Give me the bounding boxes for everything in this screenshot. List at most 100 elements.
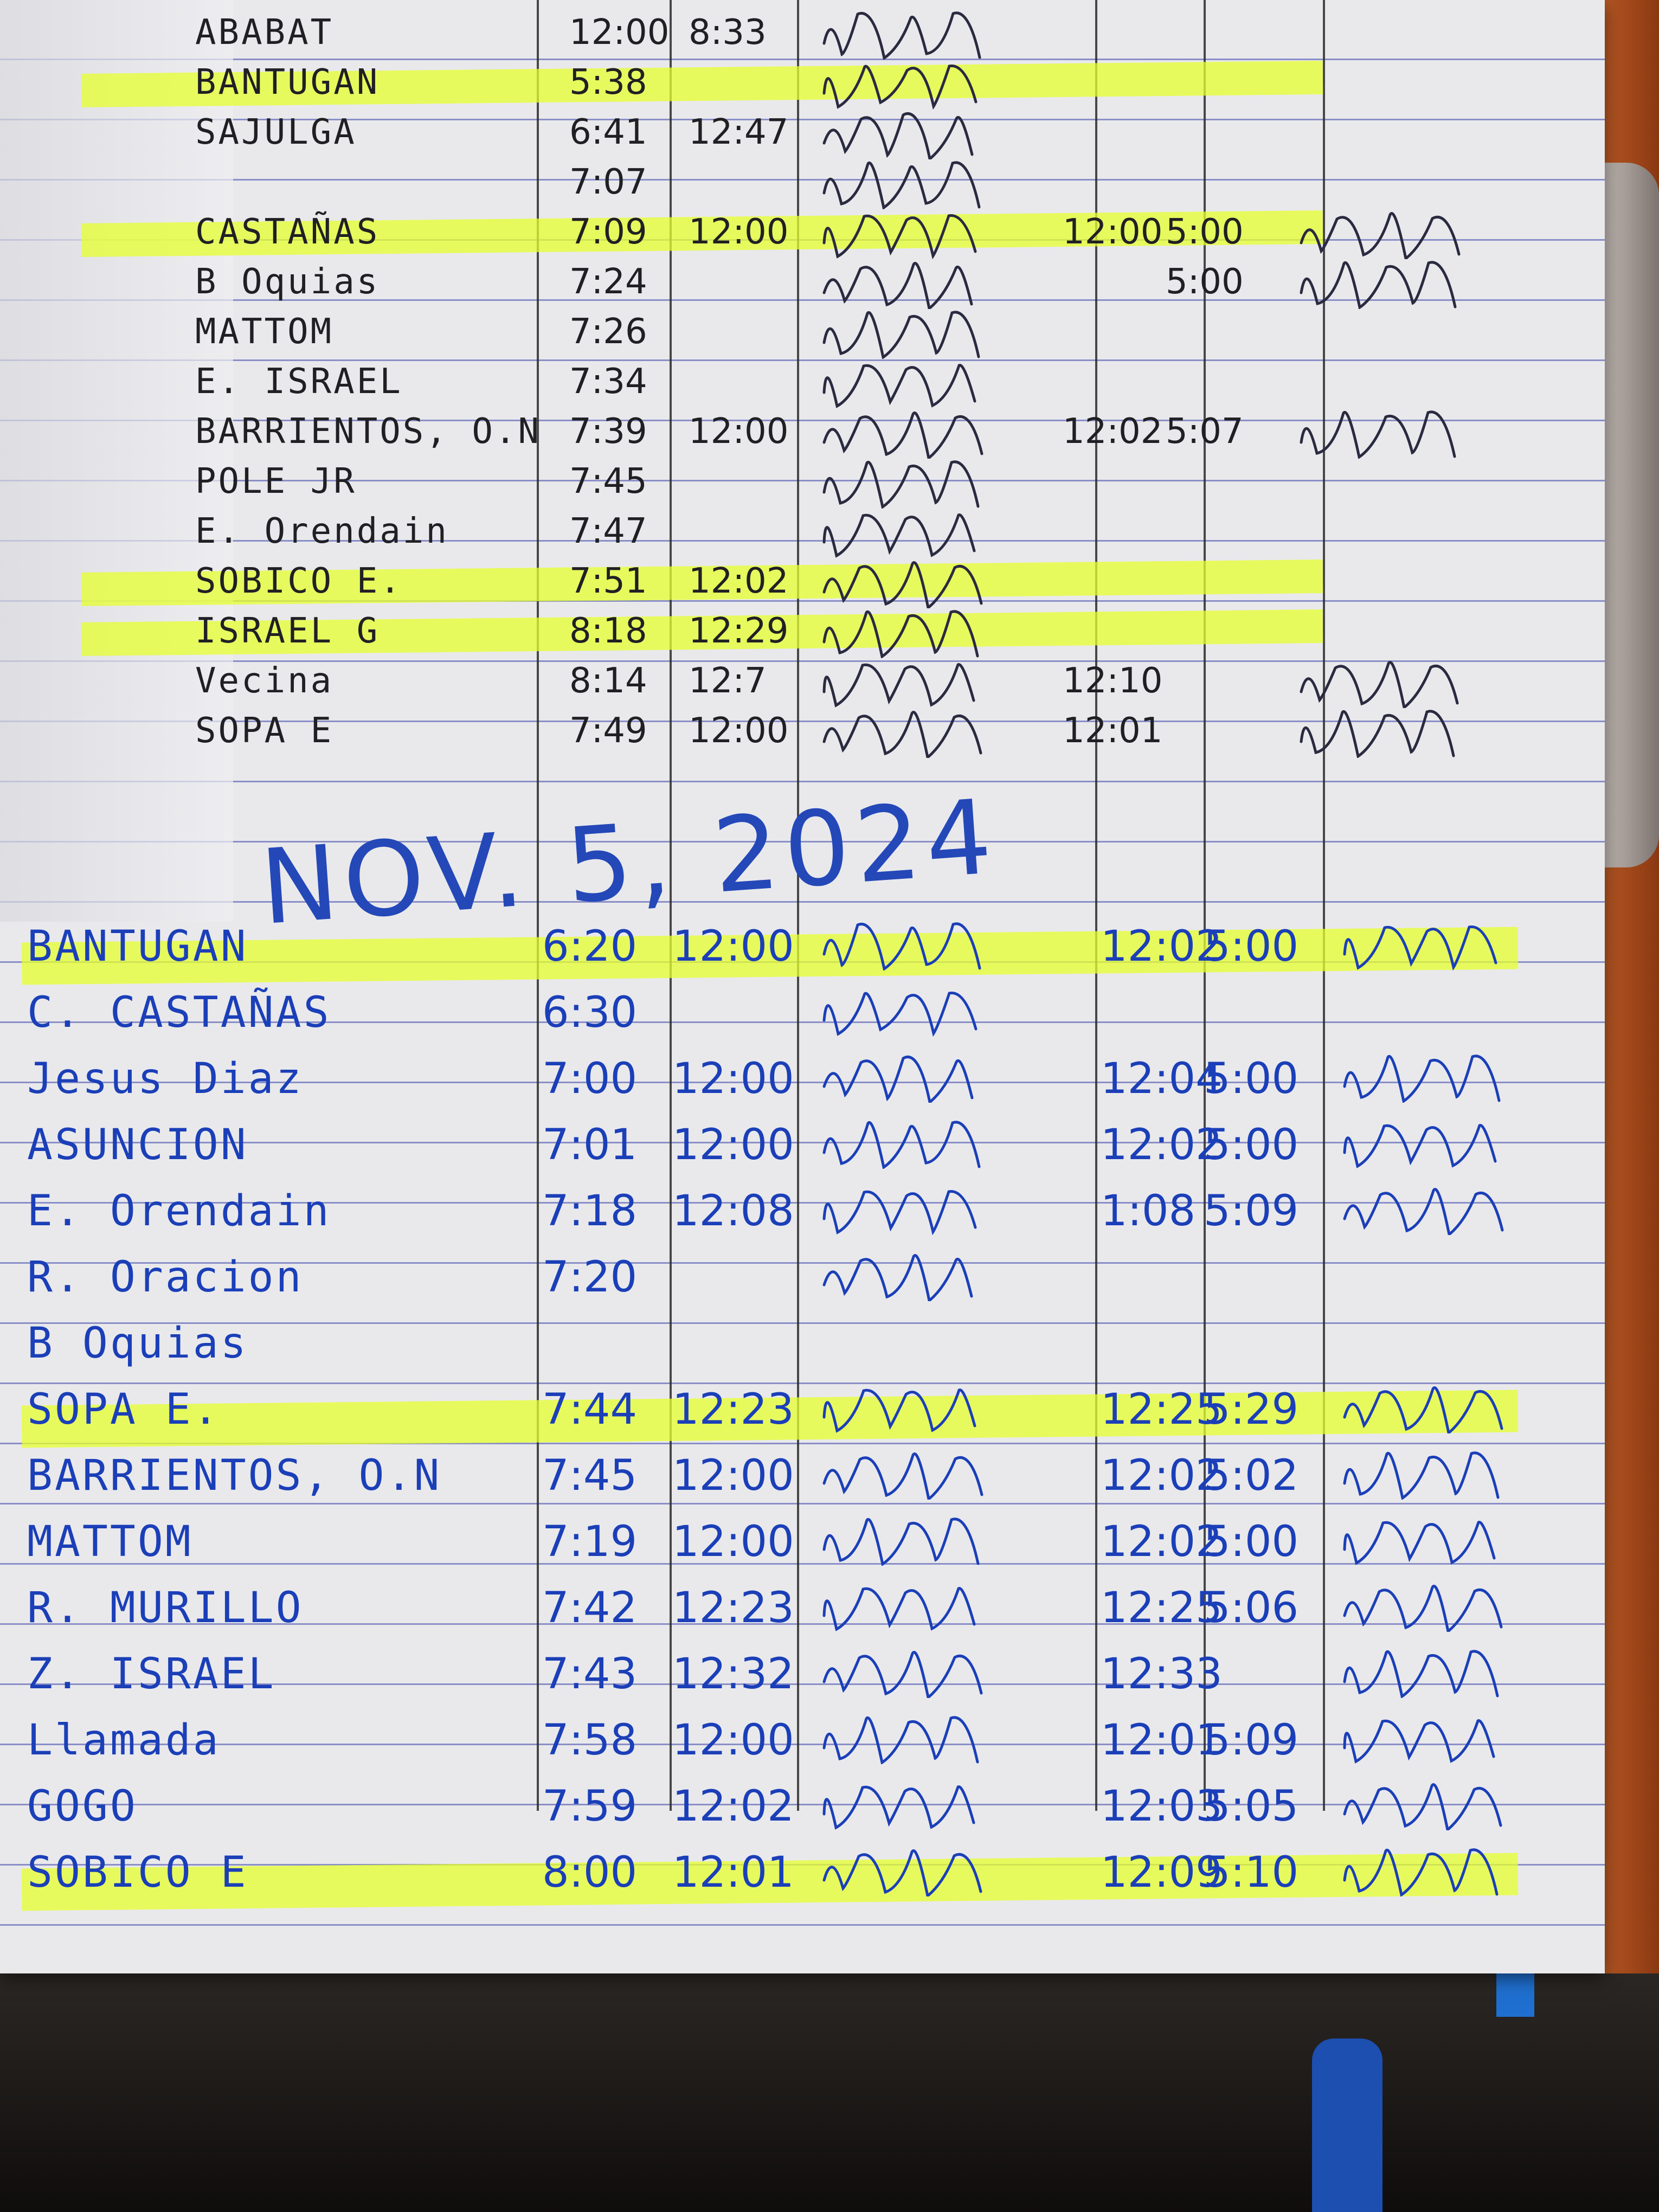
log-row: E. Orendain 7:18 12:08 1:08 5:09 <box>0 1181 1605 1247</box>
entry-out: 12:47 <box>689 112 789 152</box>
signature <box>813 1710 1008 1765</box>
entry-out: 12:32 <box>672 1650 794 1699</box>
signature <box>1290 255 1486 310</box>
entry-in: 7:24 <box>569 262 647 302</box>
entry-in2: 12:33 <box>1101 1650 1223 1699</box>
entry-name: C. CASTAÑAS <box>27 988 331 1037</box>
entry-out: 12:00 <box>672 1517 794 1566</box>
log-row: SOBICO E. 7:51 12:02 <box>0 554 1605 610</box>
entry-in: 7:43 <box>542 1650 638 1699</box>
entry-in2: 12:04 <box>1101 1054 1223 1103</box>
entry-in: 7:39 <box>569 411 647 452</box>
log-row: B Oquias <box>0 1313 1605 1379</box>
entry-name: SAJULGA <box>195 112 357 152</box>
log-row: BARRIENTOS, O.N 7:39 12:00 12:02 5:07 <box>0 404 1605 461</box>
log-row: SOPA E 7:49 12:00 12:01 <box>0 704 1605 760</box>
entry-name: BANTUGAN <box>195 62 380 102</box>
entry-out: 12:00 <box>689 711 789 751</box>
entry-name: E. Orendain <box>195 511 449 551</box>
log-row: Vecina 8:14 12:7 12:10 <box>0 654 1605 710</box>
signature <box>1334 1512 1529 1566</box>
entry-in: 7:20 <box>542 1253 638 1302</box>
log-row: MATTOM 7:26 <box>0 305 1605 360</box>
log-row: BANTUGAN 6:20 12:00 12:02 5:00 <box>0 916 1605 982</box>
entry-name: BARRIENTOS, O.N <box>195 411 541 452</box>
signature <box>813 1644 1008 1700</box>
entry-name: ISRAEL G <box>195 611 380 651</box>
signature <box>1334 1049 1529 1104</box>
entry-in: 7:59 <box>542 1782 638 1831</box>
pen <box>1312 2039 1382 2212</box>
signature <box>813 1445 1008 1502</box>
entry-out2: 5:00 <box>1204 1517 1299 1566</box>
entry-in: 7:47 <box>569 511 647 551</box>
entry-in: 6:30 <box>542 988 638 1037</box>
signature <box>813 1181 1008 1236</box>
signature <box>813 1578 1008 1632</box>
signature <box>813 1115 1008 1170</box>
entry-in: 6:41 <box>569 112 647 152</box>
signature <box>813 355 1008 409</box>
entry-in: 6:20 <box>542 922 638 971</box>
signature <box>813 205 1008 260</box>
entry-in: 8:14 <box>569 661 647 701</box>
signature <box>813 504 1008 558</box>
signature <box>1334 1644 1529 1699</box>
log-row: POLE JR 7:45 <box>0 454 1605 510</box>
entry-name: B Oquias <box>27 1319 248 1368</box>
entry-name: CASTAÑAS <box>195 212 380 252</box>
signature <box>813 604 1008 659</box>
entry-name: POLE JR <box>195 461 357 501</box>
entry-name: Llamada <box>27 1716 221 1765</box>
entry-in: 7:45 <box>542 1451 638 1500</box>
signature <box>813 55 1008 110</box>
entry-out2: 5:00 <box>1204 1121 1299 1169</box>
entry-out2: 5:29 <box>1204 1385 1299 1434</box>
signature <box>1290 205 1486 261</box>
log-row: SOPA E. 7:44 12:23 12:25 5:29 <box>0 1379 1605 1445</box>
entry-in: 7:01 <box>542 1121 638 1169</box>
entry-in2: 12:01 <box>1063 711 1163 751</box>
entry-out: 12:00 <box>672 1121 794 1169</box>
log-row: B Oquias 7:24 5:00 <box>0 255 1605 311</box>
signature <box>1290 404 1486 460</box>
column-divider <box>1204 0 1206 1811</box>
signature <box>813 1379 1008 1433</box>
entry-out: 12:23 <box>672 1584 794 1632</box>
signature <box>813 916 1008 972</box>
signature <box>1334 1181 1529 1237</box>
signature <box>1334 916 1529 971</box>
signature <box>1334 1115 1529 1169</box>
entry-name: Vecina <box>195 661 334 701</box>
entry-out: 12:02 <box>689 561 789 601</box>
previous-day-entries: ABABAT 12:00 8:33 BANTUGAN 5:38 SAJULGA 6:41 12… <box>0 5 1605 760</box>
entry-name: SOPA E <box>195 711 334 751</box>
log-row: E. Orendain 7:47 <box>0 504 1605 558</box>
signature <box>813 255 1008 311</box>
entry-out2: 5:07 <box>1166 411 1244 452</box>
signature <box>813 704 1008 760</box>
entry-out: 12:01 <box>672 1848 794 1897</box>
log-row: R. MURILLO 7:42 12:23 12:25 5:06 <box>0 1578 1605 1644</box>
entry-in: 7:34 <box>569 362 647 402</box>
log-row: ISRAEL G 8:18 12:29 <box>0 604 1605 659</box>
log-row: E. ISRAEL 7:34 <box>0 355 1605 408</box>
log-row: Llamada 7:58 12:00 12:01 5:09 <box>0 1710 1605 1776</box>
entry-in2: 12:02 <box>1101 1517 1223 1566</box>
entry-name: BARRIENTOS, O.N <box>27 1451 442 1500</box>
entry-in2: 12:09 <box>1101 1848 1223 1897</box>
entry-out2: 5:02 <box>1204 1451 1299 1500</box>
log-row: GOGO 7:59 12:02 12:03 5:05 <box>0 1776 1605 1842</box>
entry-out: 12:00 <box>689 411 789 452</box>
entry-out: 12:08 <box>672 1187 794 1236</box>
logbook-page: ABABAT 12:00 8:33 BANTUGAN 5:38 SAJULGA 6:41 12… <box>0 0 1605 1973</box>
signature <box>813 305 1008 360</box>
log-row: R. Oracion 7:20 <box>0 1247 1605 1313</box>
entry-name: SOBICO E <box>27 1848 248 1897</box>
column-divider <box>537 0 539 1811</box>
entry-out: 12:00 <box>672 1716 794 1765</box>
column-divider <box>1323 0 1325 1811</box>
entry-out: 12:23 <box>672 1385 794 1434</box>
entry-in2: 12:02 <box>1101 922 1223 971</box>
entry-out2: 5:00 <box>1204 922 1299 971</box>
